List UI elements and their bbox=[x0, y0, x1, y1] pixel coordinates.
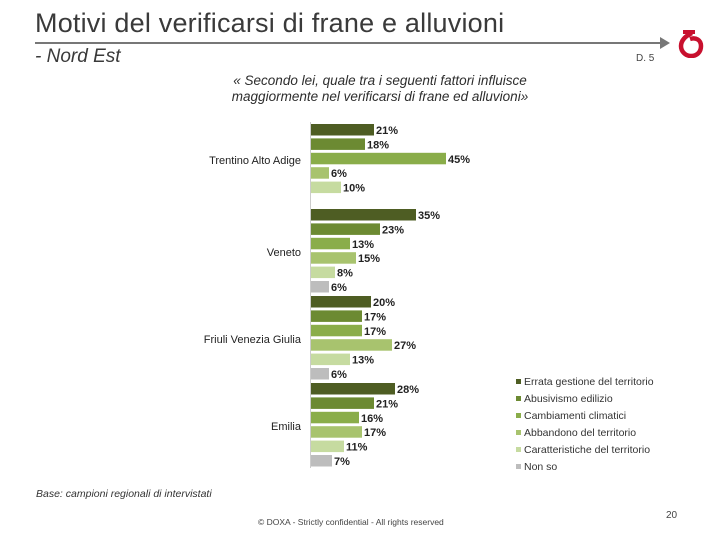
legend-item: Abusivismo edilizio bbox=[516, 390, 654, 407]
legend-item: Caratteristiche del territorio bbox=[516, 441, 654, 458]
arrow-head-icon bbox=[660, 37, 670, 49]
bar bbox=[311, 353, 350, 366]
legend-label: Cambiamenti climatici bbox=[524, 409, 627, 422]
data-label: 13% bbox=[352, 239, 374, 251]
data-label: 7% bbox=[334, 456, 350, 468]
bar bbox=[311, 152, 446, 165]
data-label: 17% bbox=[364, 311, 386, 323]
page-number: 20 bbox=[666, 510, 678, 521]
bar bbox=[311, 281, 329, 293]
chart-legend: Errata gestione del territorio Abusivismo… bbox=[516, 373, 654, 475]
data-label: 35% bbox=[418, 210, 440, 222]
bar bbox=[311, 209, 416, 221]
legend-label: Errata gestione del territorio bbox=[524, 375, 654, 388]
page-title: Motivi del verificarsi di frane e alluvi… bbox=[35, 8, 505, 38]
data-label: 6% bbox=[331, 369, 347, 381]
bar bbox=[311, 223, 380, 235]
category-label: Friuli Venezia Giulia bbox=[204, 334, 302, 346]
data-label: 18% bbox=[367, 139, 389, 151]
bar bbox=[311, 455, 332, 467]
bar bbox=[311, 266, 335, 279]
bar bbox=[311, 181, 341, 194]
data-label: 6% bbox=[331, 168, 347, 180]
doxa-logo-icon bbox=[678, 30, 704, 58]
base-note: Base: campioni regionali di intervistati bbox=[36, 488, 212, 500]
legend-swatch bbox=[516, 396, 521, 401]
data-label: 21% bbox=[376, 125, 398, 137]
category-label: Trentino Alto Adige bbox=[209, 155, 301, 167]
data-label: 10% bbox=[343, 183, 365, 195]
data-label: 8% bbox=[337, 268, 353, 280]
data-label: 15% bbox=[358, 253, 380, 265]
data-label: 21% bbox=[376, 398, 398, 410]
legend-label: Caratteristiche del territorio bbox=[524, 443, 651, 456]
bar bbox=[311, 252, 356, 264]
bar bbox=[311, 397, 374, 409]
bar bbox=[311, 167, 329, 179]
data-label: 20% bbox=[373, 297, 395, 309]
data-label: 13% bbox=[352, 355, 374, 367]
data-label: 11% bbox=[346, 442, 368, 454]
bar bbox=[311, 411, 359, 424]
bar bbox=[311, 296, 371, 308]
page-subtitle: - Nord Est bbox=[35, 46, 121, 67]
legend-swatch bbox=[516, 430, 521, 435]
legend-label: Non so bbox=[524, 460, 558, 473]
bar bbox=[311, 324, 362, 337]
bar bbox=[311, 138, 365, 150]
data-label: 27% bbox=[394, 340, 416, 352]
bar bbox=[311, 310, 362, 322]
legend-item: Cambiamenti climatici bbox=[516, 407, 654, 424]
legend-swatch bbox=[516, 464, 521, 469]
bar bbox=[311, 426, 362, 438]
category-label: Emilia bbox=[271, 421, 302, 433]
legend-label: Abusivismo edilizio bbox=[524, 392, 613, 405]
data-label: 17% bbox=[364, 427, 386, 439]
bar bbox=[311, 237, 350, 250]
data-label: 17% bbox=[364, 326, 386, 338]
category-label: Veneto bbox=[267, 247, 301, 259]
data-label: 23% bbox=[382, 224, 404, 236]
bar bbox=[311, 440, 344, 453]
legend-item: Non so bbox=[516, 458, 654, 475]
survey-question: « Secondo lei, quale tra i seguenti fatt… bbox=[231, 73, 529, 104]
bar bbox=[311, 383, 395, 395]
data-label: 6% bbox=[331, 282, 347, 294]
legend-item: Errata gestione del territorio bbox=[516, 373, 654, 390]
legend-swatch bbox=[516, 413, 521, 418]
legend-swatch bbox=[516, 379, 521, 384]
legend-swatch bbox=[516, 447, 521, 452]
footer-copyright: © DOXA - Strictly confidential - All rig… bbox=[258, 517, 444, 527]
legend-label: Abbandono del territorio bbox=[524, 426, 637, 439]
data-label: 28% bbox=[397, 384, 419, 396]
bar bbox=[311, 124, 374, 136]
title-rule bbox=[35, 42, 663, 44]
bar bbox=[311, 368, 329, 380]
legend-item: Abbandono del territorio bbox=[516, 424, 654, 441]
data-label: 45% bbox=[448, 154, 470, 166]
question-code: D. 5 bbox=[636, 53, 655, 64]
data-label: 16% bbox=[361, 413, 383, 425]
bar bbox=[311, 339, 392, 351]
